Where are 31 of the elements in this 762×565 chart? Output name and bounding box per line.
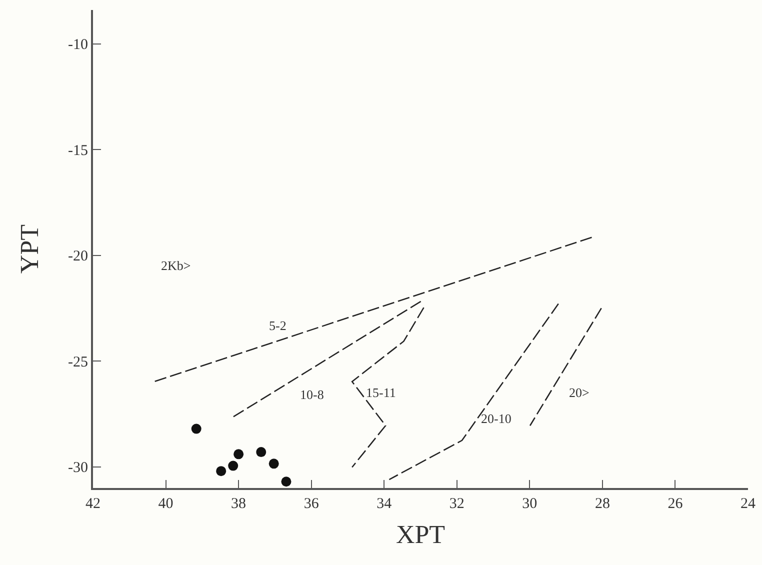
point — [216, 466, 226, 476]
point — [281, 476, 292, 487]
x-tick-label: 26 — [668, 496, 684, 512]
point — [234, 449, 244, 460]
point — [256, 447, 266, 458]
x-tick-label: 34 — [376, 496, 392, 512]
annotation: 5-2 — [269, 318, 286, 333]
x-tick-label: 38 — [231, 496, 246, 512]
x-tick-label: 32 — [449, 496, 464, 512]
y-tick-label: -10 — [68, 37, 88, 54]
x-tick-label: 36 — [304, 496, 320, 512]
annotation: 15-11 — [366, 385, 396, 400]
x-axis-title: XPT — [396, 520, 446, 550]
x-tick-label: 42 — [86, 496, 100, 512]
annotation: 2Kb> — [161, 258, 191, 273]
point — [228, 460, 238, 471]
x-tick-label: 24 — [740, 496, 756, 512]
annotation: 20> — [569, 385, 590, 400]
y-axis-title: YPT — [14, 224, 44, 274]
annotation: 10-8 — [300, 387, 324, 402]
x-tick-label: 30 — [522, 496, 538, 512]
point — [191, 424, 202, 434]
y-tick-label: -20 — [68, 248, 88, 265]
annotation: 20-10 — [481, 411, 512, 426]
y-tick-label: -15 — [68, 142, 88, 159]
point — [268, 458, 279, 469]
y-tick-label: -30 — [68, 460, 88, 476]
line-series — [351, 306, 424, 468]
x-tick-label: 40 — [158, 496, 174, 512]
y-tick-label: -25 — [68, 354, 88, 370]
x-tick-label: 28 — [594, 496, 610, 512]
